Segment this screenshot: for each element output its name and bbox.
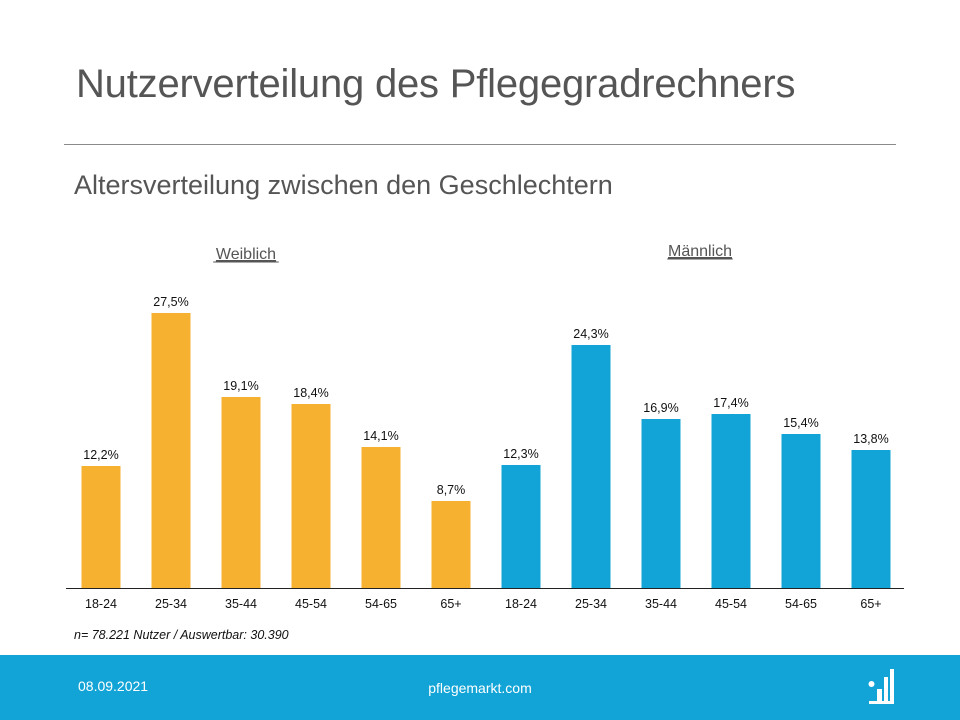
title-divider: [64, 144, 896, 145]
bar-maennlich-25-34: [571, 345, 611, 588]
x-tick-label: 35-44: [645, 597, 677, 611]
x-tick-label: 18-24: [505, 597, 537, 611]
sample-note: n= 78.221 Nutzer / Auswertbar: 30.390: [74, 628, 289, 642]
data-label: 14,1%: [363, 429, 398, 443]
x-tick-label: 18-24: [85, 597, 117, 611]
bar-weiblich-18-24: [81, 466, 121, 588]
bar-maennlich-65+: [851, 450, 891, 588]
x-tick-label: 45-54: [295, 597, 327, 611]
bar-weiblich-65+: [431, 501, 471, 588]
bar-maennlich-18-24: [501, 465, 541, 588]
bar-maennlich-35-44: [641, 419, 681, 588]
bar-maennlich-45-54: [711, 414, 751, 588]
data-label: 16,9%: [643, 401, 678, 415]
data-label: 12,3%: [503, 447, 538, 461]
x-tick-label: 65+: [860, 597, 881, 611]
x-tick-label: 25-34: [155, 597, 187, 611]
slide-subtitle: Altersverteilung zwischen den Geschlecht…: [74, 170, 613, 200]
x-tick-label: 65+: [440, 597, 461, 611]
data-label: 24,3%: [573, 327, 608, 341]
x-tick-label: 45-54: [715, 597, 747, 611]
bar-chart: 12,2% 18-24 27,5% 25-34 19,1% 35-44 18,4% 45-54…: [66, 243, 904, 611]
bar-maennlich-54-65: [781, 434, 821, 588]
series-label-maennlich: Männlich: [668, 243, 732, 260]
data-label: 12,2%: [83, 448, 118, 462]
footer-bar: 08.09.2021 pflegemarkt.com: [0, 655, 960, 720]
bar-weiblich-45-54: [291, 404, 331, 588]
data-label: 8,7%: [437, 483, 466, 497]
x-tick-label: 54-65: [365, 597, 397, 611]
data-label: 27,5%: [153, 295, 188, 309]
data-label: 18,4%: [293, 386, 328, 400]
x-tick-label: 25-34: [575, 597, 607, 611]
bar-weiblich-54-65: [361, 447, 401, 588]
series-label-weiblich: Weiblich: [216, 246, 276, 263]
footer-date: 08.09.2021: [78, 678, 149, 694]
bar-weiblich-35-44: [221, 397, 261, 588]
data-label: 19,1%: [223, 379, 258, 393]
slide-title: Nutzerverteilung des Pflegegradrechners: [76, 62, 796, 106]
footer-site: pflegemarkt.com: [428, 680, 532, 696]
data-label: 17,4%: [713, 396, 748, 410]
data-label: 13,8%: [853, 432, 888, 446]
x-tick-label: 54-65: [785, 597, 817, 611]
bar-weiblich-25-34: [151, 313, 191, 588]
pflegemarkt-logo-icon: [868, 669, 894, 704]
data-label: 15,4%: [783, 416, 818, 430]
x-tick-label: 35-44: [225, 597, 257, 611]
